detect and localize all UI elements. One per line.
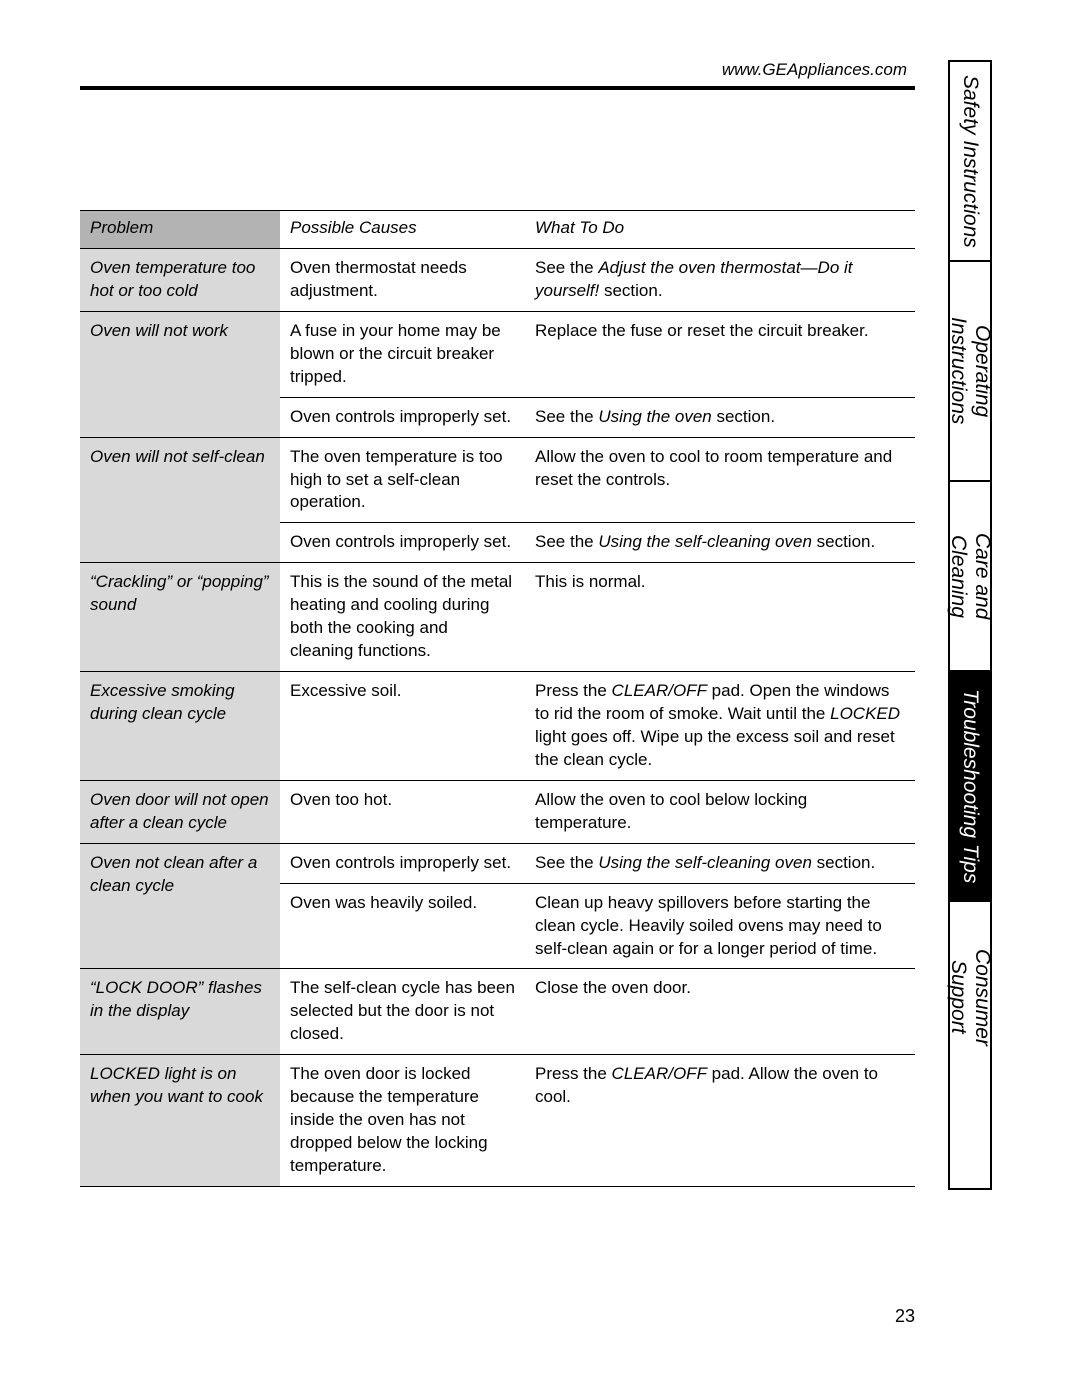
table-row: Oven will not work A fuse in your home m… (80, 311, 915, 397)
tab-consumer[interactable]: Consumer Support (950, 902, 990, 1092)
cause-cell: A fuse in your home may be blown or the … (280, 311, 525, 397)
todo-cell: See the Using the self-cleaning oven sec… (525, 523, 915, 563)
text: section. (712, 407, 775, 426)
cause-cell: Oven was heavily soiled. (280, 883, 525, 969)
problem-cell: Oven door will not open after a clean cy… (80, 780, 280, 843)
text: section. (812, 532, 875, 551)
problem-cell: Oven temperature too hot or too cold (80, 248, 280, 311)
cause-cell: The oven door is locked because the temp… (280, 1055, 525, 1187)
todo-cell: See the Using the oven section. (525, 397, 915, 437)
text-italic: LOCKED (830, 704, 900, 723)
cause-cell: Excessive soil. (280, 672, 525, 781)
text: See the (535, 258, 598, 277)
todo-cell: See the Adjust the oven thermostat—Do it… (525, 248, 915, 311)
todo-cell: Allow the oven to cool below locking tem… (525, 780, 915, 843)
text-italic: Using the self-cleaning oven (598, 853, 812, 872)
tab-operating[interactable]: Operating Instructions (950, 262, 990, 482)
cause-cell: Oven thermostat needs adjustment. (280, 248, 525, 311)
problem-cell: Excessive smoking during clean cycle (80, 672, 280, 781)
table-header-row: Problem Possible Causes What To Do (80, 211, 915, 249)
page-number: 23 (80, 1306, 915, 1327)
cause-cell: Oven controls improperly set. (280, 397, 525, 437)
text-italic: Using the oven (598, 407, 711, 426)
todo-cell: See the Using the self-cleaning oven sec… (525, 843, 915, 883)
table-row: Oven temperature too hot or too cold Ove… (80, 248, 915, 311)
table-row: “Crackling” or “popping” sound This is t… (80, 563, 915, 672)
todo-cell: Replace the fuse or reset the circuit br… (525, 311, 915, 397)
text: Press the (535, 1064, 612, 1083)
text: Press the (535, 681, 612, 700)
problem-cell: Oven not clean after a clean cycle (80, 843, 280, 969)
text: light goes off. Wipe up the excess soil … (535, 727, 895, 769)
manual-page: www.GEAppliances.com Problem Possible Ca… (0, 0, 1080, 1397)
text-italic: Using the self-cleaning oven (598, 532, 812, 551)
text: See the (535, 532, 598, 551)
todo-cell: Close the oven door. (525, 969, 915, 1055)
text-italic: CLEAR/OFF (612, 1064, 707, 1083)
troubleshooting-table: Problem Possible Causes What To Do Oven … (80, 210, 915, 1187)
todo-cell: Press the CLEAR/OFF pad. Allow the oven … (525, 1055, 915, 1187)
table-row: Oven door will not open after a clean cy… (80, 780, 915, 843)
todo-cell: Press the CLEAR/OFF pad. Open the window… (525, 672, 915, 781)
spacer (80, 90, 915, 210)
problem-cell: Oven will not work (80, 311, 280, 437)
tab-care[interactable]: Care and Cleaning (950, 482, 990, 672)
side-tabs: Safety Instructions Operating Instructio… (948, 60, 992, 1190)
table-row: Oven will not self-clean The oven temper… (80, 437, 915, 523)
cause-cell: Oven controls improperly set. (280, 523, 525, 563)
problem-cell: Oven will not self-clean (80, 437, 280, 563)
problem-cell: “Crackling” or “popping” sound (80, 563, 280, 672)
text: See the (535, 407, 598, 426)
col-whattodo: What To Do (525, 211, 915, 249)
todo-cell: Clean up heavy spillovers before startin… (525, 883, 915, 969)
tab-safety[interactable]: Safety Instructions (950, 62, 990, 262)
cause-cell: The self-clean cycle has been selected b… (280, 969, 525, 1055)
todo-cell: This is normal. (525, 563, 915, 672)
content-area: www.GEAppliances.com Problem Possible Ca… (80, 60, 915, 1187)
table-row: LOCKED light is on when you want to cook… (80, 1055, 915, 1187)
table-row: Excessive smoking during clean cycle Exc… (80, 672, 915, 781)
header-url: www.GEAppliances.com (80, 60, 915, 90)
cause-cell: This is the sound of the metal heating a… (280, 563, 525, 672)
text: section. (812, 853, 875, 872)
col-problem: Problem (80, 211, 280, 249)
col-causes: Possible Causes (280, 211, 525, 249)
table-row: “LOCK DOOR” flashes in the display The s… (80, 969, 915, 1055)
problem-cell: LOCKED light is on when you want to cook (80, 1055, 280, 1187)
problem-cell: “LOCK DOOR” flashes in the display (80, 969, 280, 1055)
table-row: Oven not clean after a clean cycle Oven … (80, 843, 915, 883)
tab-troubleshooting[interactable]: Troubleshooting Tips (950, 672, 990, 902)
cause-cell: Oven too hot. (280, 780, 525, 843)
text: See the (535, 853, 598, 872)
text-italic: CLEAR/OFF (612, 681, 707, 700)
text: section. (599, 281, 662, 300)
cause-cell: Oven controls improperly set. (280, 843, 525, 883)
cause-cell: The oven temperature is too high to set … (280, 437, 525, 523)
todo-cell: Allow the oven to cool to room temperatu… (525, 437, 915, 523)
